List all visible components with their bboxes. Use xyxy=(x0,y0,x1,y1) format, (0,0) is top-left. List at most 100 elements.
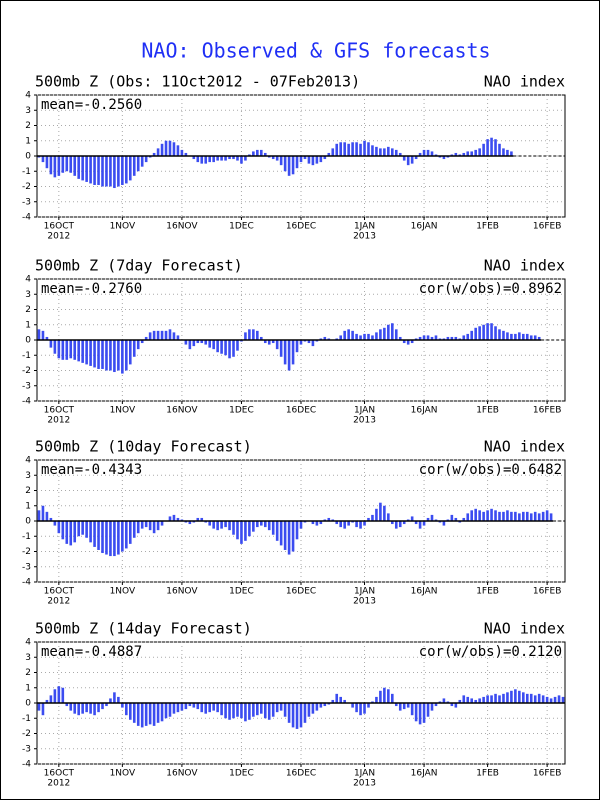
bar xyxy=(446,519,450,521)
bar xyxy=(240,340,243,342)
y-tick-label: 4 xyxy=(25,638,31,648)
y-tick-label: 0 xyxy=(25,152,31,162)
bar xyxy=(291,703,295,728)
x-tick-label: 16DEC xyxy=(286,222,316,232)
bar xyxy=(271,156,275,160)
bar xyxy=(200,517,204,521)
x-tick-label: 16DEC xyxy=(286,406,316,416)
bar xyxy=(379,502,382,521)
y-tick-label: -1 xyxy=(22,714,31,724)
bar xyxy=(283,521,287,550)
bar xyxy=(466,513,470,521)
bar xyxy=(335,143,339,156)
bar xyxy=(414,156,418,160)
bar xyxy=(367,333,370,340)
x-year-label: 2012 xyxy=(47,416,70,426)
bar xyxy=(256,703,259,716)
bar xyxy=(256,330,259,340)
bar xyxy=(69,340,73,359)
bar xyxy=(406,156,410,166)
bar xyxy=(140,340,144,344)
bar xyxy=(291,156,295,175)
bar xyxy=(387,324,390,340)
bar xyxy=(522,333,525,340)
bar xyxy=(430,703,434,711)
bar xyxy=(383,327,386,340)
bar xyxy=(430,514,434,521)
bar xyxy=(65,521,69,544)
bar xyxy=(232,703,235,719)
bar xyxy=(101,340,104,369)
bar xyxy=(279,703,283,711)
bar xyxy=(299,156,303,163)
bar xyxy=(105,521,108,555)
bar xyxy=(212,340,215,350)
bar xyxy=(196,340,200,344)
bar xyxy=(402,703,406,710)
bar xyxy=(132,521,136,538)
bar xyxy=(283,156,287,172)
x-tick-label: 16OCT xyxy=(44,587,75,597)
bar xyxy=(148,521,152,531)
bar xyxy=(200,703,204,713)
y-tick-label: 3 xyxy=(25,290,31,300)
bar xyxy=(65,703,69,707)
bar xyxy=(267,703,271,720)
bar xyxy=(506,510,509,521)
bar xyxy=(172,703,176,714)
bar xyxy=(438,338,442,340)
bar xyxy=(89,703,92,714)
bar xyxy=(109,521,112,557)
bar xyxy=(228,521,231,531)
bar xyxy=(128,340,132,365)
bar xyxy=(184,703,188,710)
bar xyxy=(315,156,319,164)
bar xyxy=(490,508,493,521)
bar xyxy=(482,696,485,703)
bar xyxy=(180,703,184,711)
bar xyxy=(236,156,239,161)
bar xyxy=(462,695,466,703)
x-year-label: 2013 xyxy=(353,416,376,426)
bar xyxy=(486,695,489,703)
bar xyxy=(418,703,422,725)
bar xyxy=(85,340,88,365)
x-year-label: 2012 xyxy=(47,597,70,607)
y-tick-label: 2 xyxy=(25,486,31,496)
x-tick-label: 1JAN xyxy=(354,769,375,779)
bar xyxy=(101,703,104,710)
bar xyxy=(466,333,470,340)
bar xyxy=(303,521,307,523)
bar xyxy=(383,148,386,156)
annotation: mean=-0.2560 xyxy=(41,97,142,113)
bar xyxy=(256,149,259,156)
bar xyxy=(339,142,342,156)
bar xyxy=(260,336,263,340)
bar xyxy=(533,335,537,340)
bar xyxy=(494,510,497,521)
bar xyxy=(295,703,299,729)
bar xyxy=(474,327,477,340)
bar xyxy=(117,156,120,187)
bar xyxy=(73,340,77,360)
bar xyxy=(228,156,231,160)
bar xyxy=(502,693,505,703)
bar xyxy=(176,335,180,340)
bar xyxy=(77,521,80,537)
x-tick-label: 16FEB xyxy=(533,587,562,597)
bar xyxy=(132,703,136,723)
bar xyxy=(172,514,176,521)
panel-subtitle: NAO index xyxy=(484,73,565,91)
bar xyxy=(196,517,200,521)
x-tick-label: 1NOV xyxy=(110,406,136,416)
bar xyxy=(355,142,358,156)
bar xyxy=(379,148,382,156)
x-year-label: 2013 xyxy=(353,232,376,242)
bar xyxy=(466,151,470,156)
bar xyxy=(192,521,196,523)
bar xyxy=(426,335,430,340)
bar xyxy=(228,703,231,720)
bar xyxy=(220,340,223,354)
y-tick-label: -3 xyxy=(22,744,31,754)
